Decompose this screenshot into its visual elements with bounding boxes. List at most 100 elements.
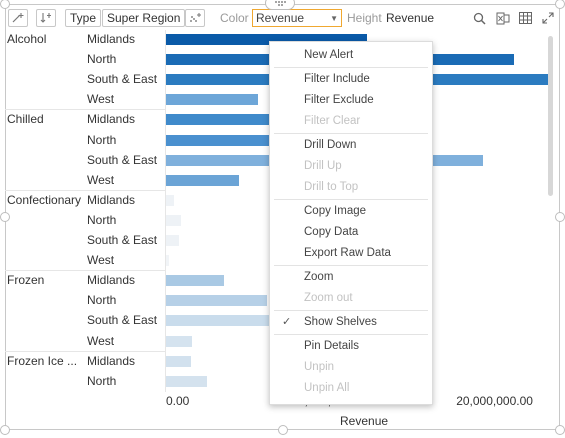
- region-label[interactable]: North: [87, 132, 117, 147]
- category-label[interactable]: Alcohol: [7, 32, 47, 46]
- color-dropdown-value: Revenue: [256, 11, 305, 25]
- group-separator: [5, 109, 165, 111]
- table-icon[interactable]: [516, 12, 534, 24]
- region-label[interactable]: Midlands: [87, 192, 136, 207]
- axis-separator: [165, 30, 166, 392]
- search-icon[interactable]: [470, 12, 488, 25]
- scatter-add-icon[interactable]: [185, 9, 205, 27]
- region-label[interactable]: North: [87, 212, 117, 227]
- color-label: Color: [220, 11, 249, 25]
- visualization-toolbar: Type Super Region Color Revenue ▼ Height…: [8, 8, 560, 28]
- menu-item-label: Export Raw Data: [304, 247, 391, 259]
- region-label[interactable]: North: [87, 293, 117, 308]
- menu-separator: [274, 265, 428, 266]
- add-dimension-icon[interactable]: [8, 9, 28, 27]
- menu-item-label: Unpin All: [304, 382, 350, 394]
- region-label[interactable]: Midlands: [87, 112, 136, 127]
- menu-item-copy-data[interactable]: Copy Data: [270, 222, 432, 243]
- menu-item-copy-image[interactable]: Copy Image: [270, 201, 432, 222]
- menu-item-label: Filter Include: [304, 73, 370, 85]
- x-tick-label: 20,000,000.00: [456, 394, 533, 408]
- menu-item-pin-details[interactable]: Pin Details: [270, 336, 432, 357]
- region-label[interactable]: South & East: [87, 152, 158, 167]
- bar[interactable]: [166, 174, 239, 186]
- menu-item-label: Copy Image: [304, 205, 367, 217]
- bar[interactable]: [166, 34, 368, 45]
- bar[interactable]: [166, 315, 318, 327]
- x-tick-label: 0.00: [166, 394, 190, 408]
- resize-handle-right[interactable]: [555, 212, 565, 222]
- bar[interactable]: [166, 355, 191, 367]
- menu-item-export-raw-data[interactable]: Export Raw Data: [270, 243, 432, 264]
- menu-item-unpin-all: Unpin All: [270, 378, 432, 399]
- category-label[interactable]: Frozen: [7, 273, 45, 288]
- checkmark-icon: ✓: [282, 316, 292, 328]
- menu-separator: [274, 334, 428, 335]
- menu-separator: [274, 133, 428, 134]
- expand-icon[interactable]: [539, 12, 557, 24]
- bar[interactable]: [166, 335, 193, 347]
- region-label[interactable]: Midlands: [87, 353, 136, 368]
- menu-item-new-alert[interactable]: New Alert: [270, 45, 432, 66]
- vertical-scrollbar[interactable]: [548, 36, 553, 196]
- category-label[interactable]: Frozen Ice ...: [7, 353, 78, 368]
- resize-handle-top-left[interactable]: [0, 0, 10, 9]
- category-label[interactable]: Confectionary: [7, 192, 82, 207]
- group-separator: [5, 270, 165, 272]
- menu-item-label: Zoom: [304, 271, 334, 283]
- region-label[interactable]: West: [87, 333, 115, 348]
- excel-export-icon[interactable]: [494, 12, 512, 25]
- menu-item-label: Drill Up: [304, 160, 342, 172]
- resize-handle-bottom-right[interactable]: [555, 425, 565, 435]
- bar[interactable]: [166, 94, 259, 106]
- bar[interactable]: [166, 114, 370, 126]
- super-region-button[interactable]: Super Region: [102, 9, 186, 27]
- menu-separator: [274, 67, 428, 68]
- bar[interactable]: [166, 214, 181, 226]
- menu-item-drill-down[interactable]: Drill Down: [270, 135, 432, 156]
- region-label[interactable]: Midlands: [87, 273, 136, 288]
- region-label[interactable]: North: [87, 373, 117, 388]
- region-label[interactable]: South & East: [87, 313, 158, 328]
- bar[interactable]: [166, 255, 170, 267]
- height-value[interactable]: Revenue: [386, 11, 435, 25]
- region-label[interactable]: South & East: [87, 72, 158, 87]
- menu-item-filter-clear: Filter Clear: [270, 111, 432, 132]
- color-dropdown[interactable]: Revenue ▼: [252, 9, 342, 27]
- region-label[interactable]: Midlands: [87, 32, 136, 46]
- menu-item-filter-exclude[interactable]: Filter Exclude: [270, 90, 432, 111]
- bar[interactable]: [166, 134, 356, 146]
- region-label[interactable]: West: [87, 92, 115, 107]
- menu-item-label: Show Shelves: [304, 316, 377, 328]
- menu-item-label: Pin Details: [304, 340, 359, 352]
- resize-handle-left[interactable]: [0, 212, 10, 222]
- region-label[interactable]: West: [87, 253, 115, 268]
- region-label[interactable]: North: [87, 52, 117, 67]
- menu-item-label: Filter Clear: [304, 115, 361, 127]
- x-axis-title: Revenue: [340, 414, 389, 428]
- menu-item-filter-include[interactable]: Filter Include: [270, 69, 432, 90]
- menu-item-label: New Alert: [304, 49, 354, 61]
- region-label[interactable]: South & East: [87, 233, 158, 247]
- bar[interactable]: [166, 235, 180, 246]
- menu-item-label: Drill Down: [304, 139, 357, 151]
- context-menu: New Alert Filter Include Filter Exclude Fil…: [269, 41, 433, 405]
- region-label[interactable]: West: [87, 172, 115, 187]
- menu-item-label: Drill to Top: [304, 181, 359, 193]
- bar-chart: Alcohol Midlands North South & East West Chil…: [5, 30, 555, 430]
- menu-item-zoom[interactable]: Zoom: [270, 267, 432, 288]
- resize-handle-bottom-left[interactable]: [0, 425, 10, 435]
- category-label[interactable]: Chilled: [7, 112, 44, 127]
- sort-icon[interactable]: [36, 9, 56, 27]
- menu-item-label: Filter Exclude: [304, 94, 374, 106]
- bar[interactable]: [166, 275, 224, 287]
- bar[interactable]: [166, 194, 175, 206]
- bar[interactable]: [166, 375, 208, 387]
- resize-handle-bottom[interactable]: [278, 425, 288, 435]
- menu-item-unpin: Unpin: [270, 357, 432, 378]
- type-button[interactable]: Type: [65, 9, 102, 27]
- menu-item-show-shelves[interactable]: ✓ Show Shelves: [270, 312, 432, 333]
- bar[interactable]: [166, 295, 267, 307]
- drag-handle-icon[interactable]: [265, 0, 295, 10]
- menu-separator: [274, 199, 428, 200]
